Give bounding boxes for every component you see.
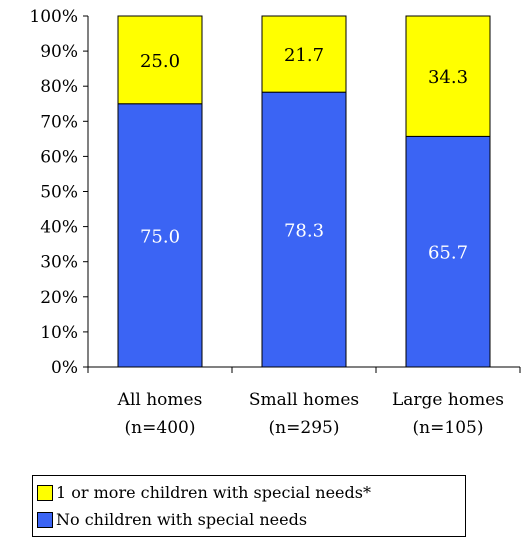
legend-swatch-no-special-needs	[37, 511, 53, 528]
bar-segment	[117, 15, 203, 105]
y-tick-label: 10%	[40, 323, 78, 343]
legend-swatch-special-needs	[37, 484, 53, 501]
x-tick-label: All homes	[117, 390, 203, 410]
y-tick-label: 20%	[40, 288, 78, 308]
data-label: 21.7	[284, 45, 324, 66]
legend-label-special-needs: 1 or more children with special needs*	[56, 483, 371, 502]
bar-segment	[405, 15, 491, 137]
data-label: 75.0	[140, 226, 180, 247]
y-tick-label: 0%	[51, 358, 78, 378]
bar-segment	[261, 15, 347, 93]
bar-segment	[261, 91, 347, 368]
x-tick-label: Small homes	[249, 390, 359, 410]
x-tick-label: (n=105)	[413, 418, 484, 438]
y-tick-label: 30%	[40, 253, 78, 273]
legend-item-special-needs: 1 or more children with special needs*	[37, 479, 461, 506]
legend-item-no-special-needs: No children with special needs	[37, 506, 461, 533]
x-tick-label: Large homes	[392, 390, 504, 410]
data-label: 65.7	[428, 243, 468, 264]
y-tick-label: 100%	[29, 7, 78, 27]
stacked-bar-chart: 0% 10% 20% 30% 40% 50% 60% 70% 80% 90% 100% 75.0 25.…	[29, 7, 521, 438]
y-tick-label: 50%	[40, 183, 78, 203]
y-tick-label: 90%	[40, 42, 78, 62]
legend: 1 or more children with special needs* N…	[32, 475, 466, 537]
data-label: 25.0	[140, 51, 180, 72]
y-tick-label: 60%	[40, 147, 78, 167]
y-tick-label: 40%	[40, 218, 78, 238]
bar-segment	[405, 135, 491, 368]
y-tick-label: 80%	[40, 77, 78, 97]
bar-segment	[117, 103, 203, 368]
x-tick-label: (n=295)	[269, 418, 340, 438]
data-label: 78.3	[284, 221, 324, 242]
x-tick-label: (n=400)	[125, 418, 196, 438]
y-tick-label: 70%	[40, 112, 78, 132]
legend-label-no-special-needs: No children with special needs	[56, 510, 308, 529]
data-label: 34.3	[428, 67, 468, 88]
